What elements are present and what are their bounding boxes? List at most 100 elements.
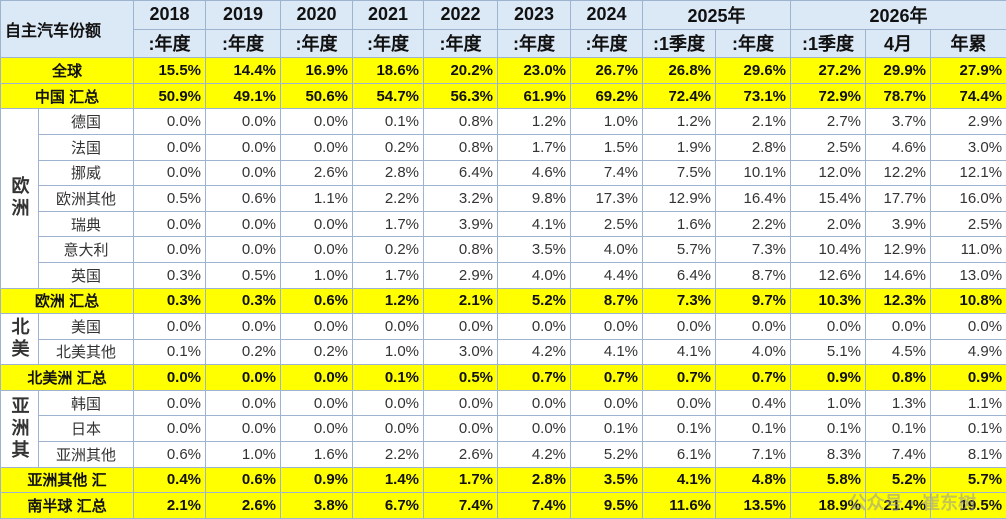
value-cell: 0.0%	[352, 313, 425, 340]
value-cell: 1.7%	[352, 210, 425, 238]
row-name: 全球	[0, 57, 135, 84]
value-cell: 5.7%	[642, 236, 717, 263]
value-cell: 4.1%	[570, 338, 644, 366]
value-cell: 0.0%	[352, 415, 425, 442]
total-row: 南半球 汇总 2.1% 2.6% 3.8% 6.7% 7.4% 7.4% 9.5% 11.6% 1…	[0, 492, 1006, 519]
value-cell: 16.0%	[930, 185, 1006, 212]
row-name: 中国 汇总	[0, 82, 135, 110]
value-cell: 29.6%	[715, 57, 792, 84]
total-row: 全球 15.5% 14.4% 16.9% 18.6% 20.2% 23.0% 26.7% 26.…	[0, 57, 1006, 84]
value-cell: 0.0%	[133, 108, 207, 136]
value-cell: 1.1%	[930, 389, 1006, 417]
value-cell: 0.3%	[133, 287, 207, 315]
value-cell: 1.1%	[280, 185, 354, 212]
period-header: :年度	[205, 28, 282, 59]
value-cell: 5.2%	[497, 287, 572, 315]
value-cell: 1.5%	[570, 134, 644, 161]
row-name: 日本	[37, 415, 135, 442]
value-cell: 6.1%	[642, 440, 717, 468]
period-header: :年度	[570, 28, 644, 59]
value-cell: 0.8%	[423, 134, 499, 161]
value-cell: 1.7%	[497, 134, 572, 161]
value-cell: 0.2%	[352, 134, 425, 161]
value-cell: 1.9%	[642, 134, 717, 161]
value-cell: 27.9%	[930, 57, 1006, 84]
value-cell: 12.9%	[865, 236, 932, 263]
value-cell: 17.7%	[865, 185, 932, 212]
value-cell: 0.0%	[133, 313, 207, 340]
value-cell: 1.7%	[423, 466, 499, 494]
period-header: :1季度	[790, 28, 867, 59]
value-cell: 0.0%	[205, 389, 282, 417]
value-cell: 0.4%	[715, 389, 792, 417]
country-row: 亚洲其他 0.6% 1.0% 1.6% 2.2% 2.6% 4.2% 5.2% 6.1% 7.1%…	[1, 440, 1006, 468]
value-cell: 0.4%	[133, 466, 207, 494]
value-cell: 1.0%	[352, 338, 425, 366]
value-cell: 4.9%	[930, 338, 1006, 366]
group-label: 欧洲	[0, 108, 39, 289]
value-cell: 4.4%	[570, 261, 644, 289]
row-name: 欧洲 汇总	[0, 287, 135, 315]
value-cell: 2.6%	[280, 159, 354, 187]
country-row: 法国 0.0% 0.0% 0.0% 0.2% 0.8% 1.7% 1.5% 1.9% 2.8% 2.…	[1, 134, 1006, 161]
row-name: 挪威	[37, 159, 135, 187]
value-cell: 0.7%	[570, 364, 644, 391]
value-cell: 0.2%	[205, 338, 282, 366]
value-cell: 0.6%	[205, 185, 282, 212]
value-cell: 2.6%	[423, 440, 499, 468]
value-cell: 0.0%	[423, 313, 499, 340]
value-cell: 0.8%	[865, 364, 932, 391]
value-cell: 2.2%	[352, 440, 425, 468]
watermark: 公众号 · 崔东树	[848, 493, 976, 514]
value-cell: 4.8%	[715, 466, 792, 494]
value-cell: 74.4%	[930, 82, 1006, 110]
value-cell: 5.2%	[570, 440, 644, 468]
value-cell: 0.0%	[930, 313, 1006, 340]
value-cell: 0.0%	[280, 415, 354, 442]
value-cell: 0.1%	[790, 415, 867, 442]
value-cell: 14.6%	[865, 261, 932, 289]
year-header: 2024	[570, 0, 644, 30]
value-cell: 7.4%	[570, 159, 644, 187]
value-cell: 0.7%	[497, 364, 572, 391]
value-cell: 0.1%	[642, 415, 717, 442]
value-cell: 11.0%	[930, 236, 1006, 263]
value-cell: 2.6%	[205, 492, 282, 519]
value-cell: 0.0%	[133, 236, 207, 263]
value-cell: 2.0%	[790, 210, 867, 238]
value-cell: 0.0%	[280, 108, 354, 136]
value-cell: 8.3%	[790, 440, 867, 468]
value-cell: 56.3%	[423, 82, 499, 110]
value-cell: 61.9%	[497, 82, 572, 110]
value-cell: 0.7%	[642, 364, 717, 391]
value-cell: 0.0%	[352, 389, 425, 417]
value-cell: 4.6%	[497, 159, 572, 187]
period-header: :年度	[497, 28, 572, 59]
value-cell: 2.1%	[715, 108, 792, 136]
year-header: 2019	[205, 0, 282, 30]
value-cell: 4.0%	[570, 236, 644, 263]
value-cell: 0.8%	[423, 236, 499, 263]
value-cell: 0.9%	[790, 364, 867, 391]
value-cell: 0.2%	[280, 338, 354, 366]
value-cell: 1.4%	[352, 466, 425, 494]
value-cell: 0.0%	[423, 389, 499, 417]
value-cell: 0.0%	[865, 313, 932, 340]
value-cell: 20.2%	[423, 57, 499, 84]
row-name: 韩国	[37, 389, 135, 417]
value-cell: 10.4%	[790, 236, 867, 263]
value-cell: 49.1%	[205, 82, 282, 110]
value-cell: 3.9%	[423, 210, 499, 238]
value-cell: 14.4%	[205, 57, 282, 84]
value-cell: 3.8%	[280, 492, 354, 519]
value-cell: 3.9%	[865, 210, 932, 238]
value-cell: 50.9%	[133, 82, 207, 110]
value-cell: 0.0%	[280, 134, 354, 161]
value-cell: 0.0%	[205, 415, 282, 442]
value-cell: 2.8%	[497, 466, 572, 494]
value-cell: 0.0%	[205, 159, 282, 187]
corner-header: 自主汽车份额	[0, 0, 135, 59]
value-cell: 0.1%	[570, 415, 644, 442]
